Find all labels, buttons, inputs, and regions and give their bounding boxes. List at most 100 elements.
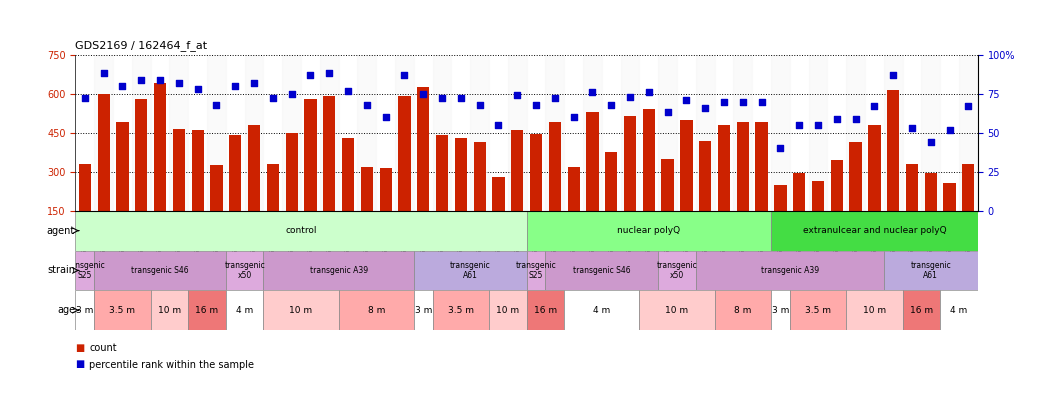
Bar [790,290,846,330]
Bar [639,290,715,330]
Point [245,79,262,86]
Point [828,115,845,122]
Bar [545,55,564,211]
Bar [211,165,222,250]
Bar [752,55,771,211]
Bar [959,55,978,211]
Text: transgenic S46: transgenic S46 [131,266,189,275]
Bar [661,159,674,250]
Point [377,114,394,120]
Bar [94,251,226,290]
Text: 10 m: 10 m [158,306,181,315]
Bar [263,290,339,330]
Point [358,101,375,108]
Bar [526,211,771,251]
Bar [342,138,354,250]
Bar [737,122,749,250]
Bar [489,290,526,330]
Bar [902,55,921,211]
Point [152,77,169,83]
Bar [828,55,846,211]
Bar [850,142,861,250]
Bar [677,55,696,211]
Point [340,87,356,94]
Bar [508,55,526,211]
Text: count: count [89,343,116,353]
Bar [869,125,880,250]
Text: percentile rank within the sample: percentile rank within the sample [89,360,254,369]
Bar [771,290,790,330]
Bar [921,55,940,211]
Point [490,122,507,128]
Text: control: control [285,226,316,235]
Bar [526,55,545,211]
Bar [192,130,203,250]
Bar [718,125,730,250]
Bar [414,290,433,330]
Bar [395,55,414,211]
Bar [455,138,467,250]
Point [453,95,470,102]
Bar [244,55,263,211]
Point [527,101,544,108]
Text: 16 m: 16 m [533,306,556,315]
Bar [226,290,263,330]
Bar [756,122,768,250]
Bar [831,160,843,250]
Text: 16 m: 16 m [196,306,219,315]
Point [396,72,413,78]
Text: 3 m: 3 m [415,306,432,315]
Text: transgenic A39: transgenic A39 [761,266,818,275]
Point [133,77,150,83]
Bar [323,96,335,250]
Text: agent: agent [47,226,75,236]
Text: ■: ■ [75,343,85,353]
Point [415,90,432,97]
Bar [376,55,395,211]
Bar [586,112,598,250]
Bar [361,166,373,250]
Text: 10 m: 10 m [289,306,312,315]
Bar [226,251,263,290]
Text: strain: strain [47,265,75,275]
Point [735,98,751,105]
Text: 3 m: 3 m [77,306,93,315]
Bar [116,122,129,250]
Bar [865,55,883,211]
Bar [568,166,580,250]
Bar [304,99,316,250]
Point [941,126,958,133]
Bar [564,55,583,211]
Bar [940,290,978,330]
Bar [230,135,241,250]
Point [922,139,939,145]
Bar [642,109,655,250]
Point [565,114,582,120]
Point [960,103,977,109]
Text: 4 m: 4 m [593,306,610,315]
Bar [564,290,639,330]
Text: 4 m: 4 m [236,306,254,315]
Bar [696,251,883,290]
Text: age: age [57,305,75,315]
Bar [320,55,339,211]
Bar [624,116,636,250]
Bar [189,55,208,211]
Bar [248,125,260,250]
Bar [489,55,508,211]
Bar [379,168,392,250]
Bar [639,55,658,211]
Text: 10 m: 10 m [863,306,886,315]
Bar [79,164,91,250]
Bar [75,211,526,251]
Bar [263,251,414,290]
Bar [414,251,526,290]
Point [226,83,243,89]
Bar [846,55,865,211]
Point [847,115,864,122]
Bar [602,55,620,211]
Bar [135,99,148,250]
Bar [774,185,786,250]
Bar [715,290,771,330]
Point [95,70,112,77]
